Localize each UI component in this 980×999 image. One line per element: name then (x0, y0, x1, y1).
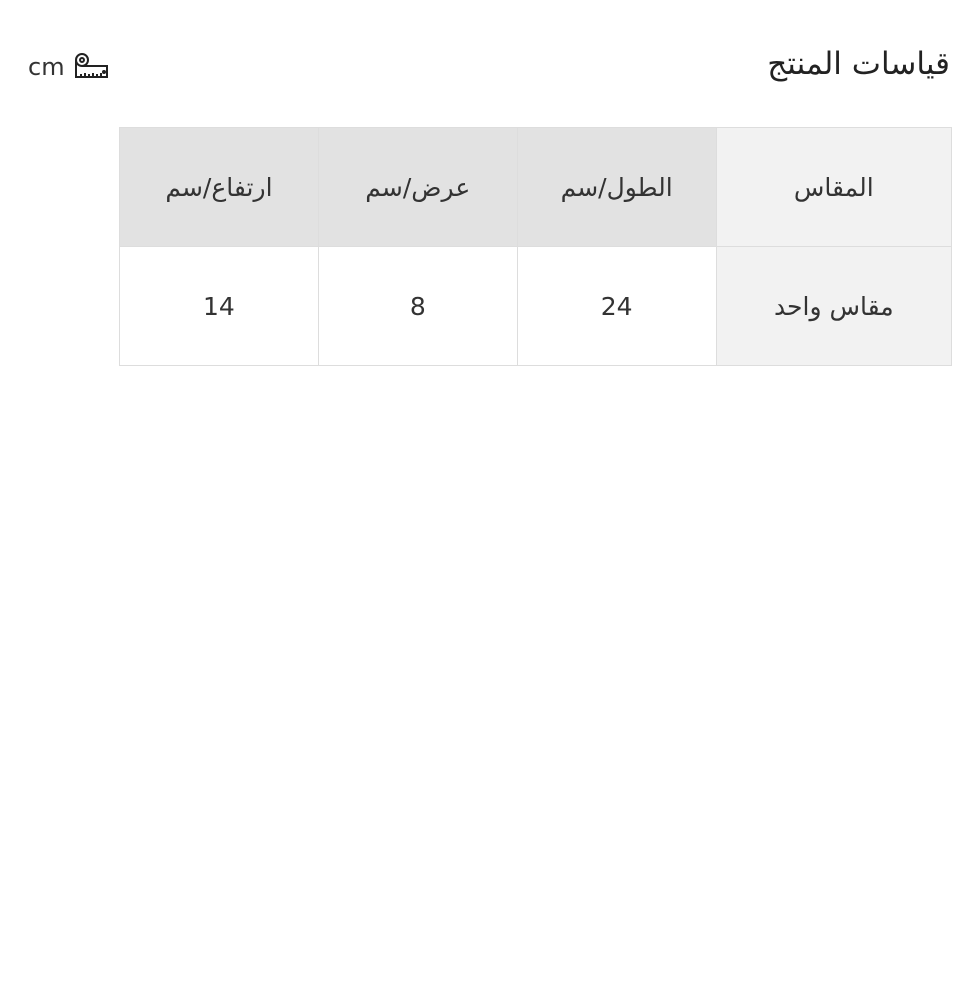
page-title: قياسات المنتج (767, 46, 950, 82)
header-length: الطول/سم (516, 127, 717, 247)
cell-height: 14 (119, 246, 319, 366)
cell-size: مقاس واحد (715, 246, 953, 366)
header-size: المقاس (715, 127, 953, 247)
cell-width: 8 (317, 246, 518, 366)
measuring-tape-icon (74, 53, 108, 78)
cell-length: 24 (516, 246, 717, 366)
size-table: المقاس الطول/سم عرض/سم ارتفاع/سم مقاس وا… (119, 127, 953, 366)
header-width: عرض/سم (317, 127, 518, 247)
unit-label: cm (28, 53, 65, 81)
unit-toggle[interactable]: cm (28, 52, 109, 82)
table-header-row: المقاس الطول/سم عرض/سم ارتفاع/سم (119, 127, 953, 247)
table-row: مقاس واحد 24 8 14 (119, 246, 953, 366)
header-height: ارتفاع/سم (119, 127, 319, 247)
